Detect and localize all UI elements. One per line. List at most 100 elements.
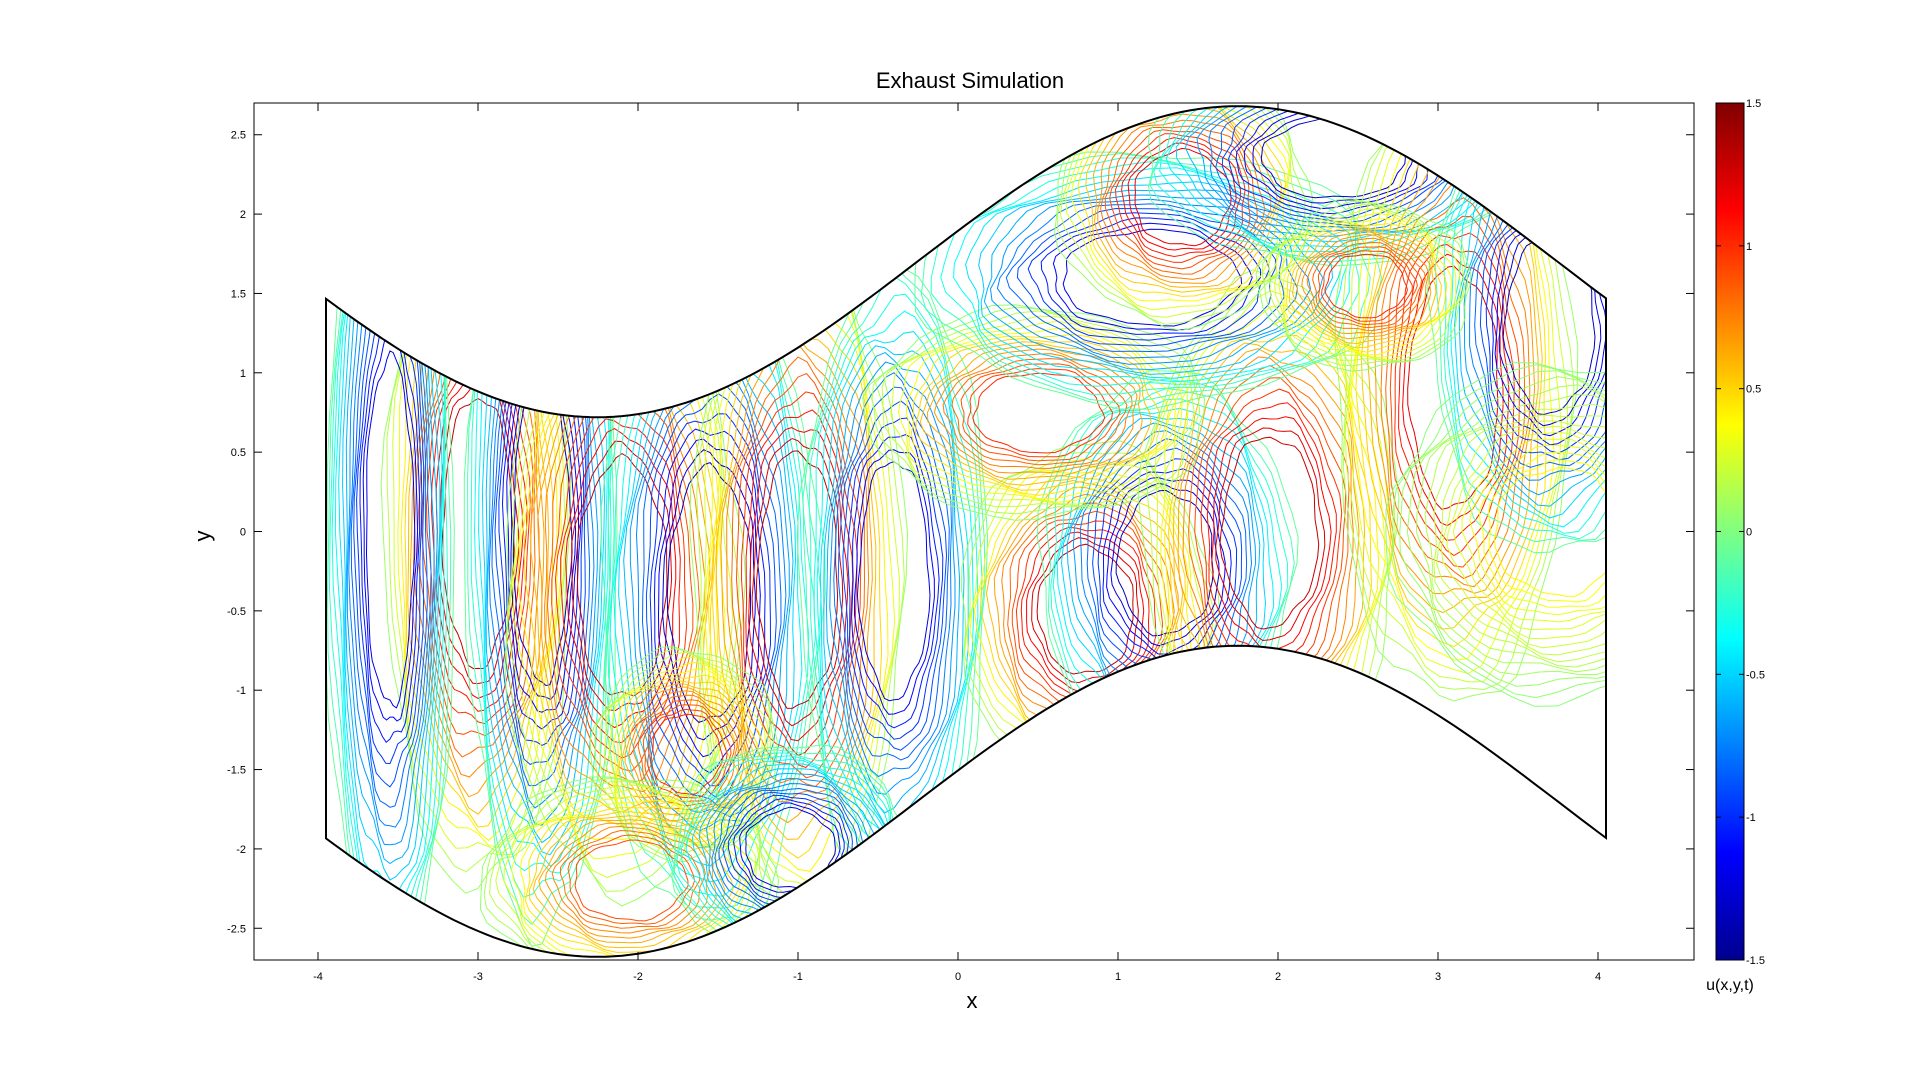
contour-line bbox=[829, 361, 956, 795]
contour-line bbox=[920, 153, 1371, 404]
y-tick-label: -2.5 bbox=[227, 923, 246, 935]
contour-line bbox=[538, 819, 717, 944]
contour-line bbox=[1027, 212, 1270, 341]
contour-line bbox=[624, 686, 745, 822]
plot-area bbox=[253, 102, 1695, 961]
contour-line bbox=[1385, 362, 1606, 707]
contour-line bbox=[853, 449, 935, 715]
contour-line bbox=[1321, 250, 1413, 322]
contour-line bbox=[1446, 425, 1606, 640]
contour-line bbox=[544, 822, 710, 939]
colorbar-tick-label: -1.5 bbox=[1746, 955, 1765, 967]
contour-line bbox=[1440, 420, 1606, 649]
contour-line bbox=[1184, 106, 1482, 237]
contour-line bbox=[960, 363, 1121, 462]
x-tick-label: 3 bbox=[1435, 971, 1441, 983]
contour-line bbox=[989, 194, 1312, 365]
contour-line bbox=[1097, 113, 1272, 284]
exhaust-domain-outline bbox=[325, 105, 1607, 958]
contour-line bbox=[930, 157, 1360, 396]
contour-line bbox=[1153, 106, 1515, 258]
contour-line bbox=[599, 651, 772, 850]
y-tick-label: 0 bbox=[240, 527, 246, 539]
x-tick-label: 2 bbox=[1275, 971, 1281, 983]
contour-line bbox=[1100, 119, 1266, 280]
y-tick-label: -0.5 bbox=[227, 606, 246, 618]
contour-line bbox=[1127, 142, 1237, 251]
contour-line bbox=[967, 368, 1114, 458]
contour-line bbox=[1452, 431, 1606, 631]
contour-line bbox=[1424, 393, 1606, 668]
y-tick-label: 2 bbox=[240, 209, 246, 221]
contour-line bbox=[862, 304, 1206, 521]
contour-line bbox=[1493, 467, 1606, 597]
y-tick-label: 1 bbox=[240, 368, 246, 380]
contour-line bbox=[1040, 217, 1262, 335]
colorbar-ticks: 1.5 1 0.5 0 -0.5 -1 -1.5 bbox=[1716, 98, 1765, 967]
contour-line bbox=[1057, 106, 1306, 325]
contour-line bbox=[620, 683, 750, 828]
contour-line bbox=[1433, 403, 1606, 663]
contour-line bbox=[823, 345, 965, 829]
contour-line bbox=[1278, 212, 1457, 359]
contour-line bbox=[1219, 436, 1320, 630]
contour-line bbox=[1036, 543, 1134, 675]
contour-line bbox=[1487, 459, 1606, 603]
contour-line bbox=[1380, 181, 1531, 588]
contour-line bbox=[715, 322, 877, 840]
contour-line bbox=[897, 320, 1183, 503]
contour-line bbox=[1306, 237, 1426, 332]
contour-feature bbox=[914, 151, 1382, 410]
contour-line bbox=[1211, 416, 1332, 652]
contour-line bbox=[1005, 203, 1285, 353]
contour-line bbox=[837, 386, 950, 761]
contour-line bbox=[926, 344, 1143, 480]
x-axis-label: x bbox=[967, 988, 978, 1013]
contour-line bbox=[1261, 200, 1469, 367]
contour-line bbox=[1301, 233, 1429, 335]
y-tick-label: 1.5 bbox=[231, 288, 246, 300]
y-tick-label: -2 bbox=[236, 844, 246, 856]
contour-line bbox=[489, 781, 764, 957]
contour-line bbox=[1052, 222, 1253, 331]
contour-line bbox=[1398, 243, 1510, 541]
contour-line bbox=[1296, 230, 1432, 340]
y-axis-ticks: 2.5 2 1.5 1 0.5 0 -0.5 -1 -1.5 -2 -2.5 bbox=[227, 130, 1694, 935]
contour-line bbox=[1268, 203, 1466, 362]
contour-line bbox=[726, 343, 870, 803]
contour-feature bbox=[1255, 198, 1472, 372]
contour-feature bbox=[796, 251, 989, 896]
contour-feature bbox=[862, 304, 1206, 521]
contour-line bbox=[1394, 232, 1515, 557]
contour-line bbox=[1134, 147, 1232, 247]
contour-line bbox=[1391, 364, 1606, 699]
chart-title: Exhaust Simulation bbox=[876, 68, 1064, 93]
contour-line bbox=[1399, 370, 1606, 687]
contour-line bbox=[1121, 137, 1242, 258]
contour-line bbox=[618, 679, 755, 832]
contour-line bbox=[1110, 482, 1220, 647]
contour-line bbox=[1436, 414, 1606, 656]
colorbar: 1.5 1 0.5 0 -0.5 -1 -1.5 u(x,y,t) bbox=[1706, 98, 1765, 994]
contour-line bbox=[1206, 402, 1337, 662]
contour-line bbox=[914, 151, 1382, 410]
contour-line bbox=[890, 315, 1189, 505]
contour-line bbox=[551, 825, 706, 934]
contour-line bbox=[707, 301, 889, 872]
contour-line bbox=[825, 352, 961, 814]
colorbar-tick-label: 0.5 bbox=[1746, 384, 1761, 396]
contour-line bbox=[1255, 198, 1472, 372]
contour-line bbox=[748, 427, 849, 742]
contour-line bbox=[1109, 129, 1251, 270]
contour-line bbox=[1461, 438, 1606, 623]
contour-line bbox=[528, 811, 734, 953]
contour-line bbox=[1324, 253, 1408, 319]
contour-line bbox=[1065, 106, 1292, 311]
x-axis-ticks: -4 -3 -2 -1 0 1 2 3 4 bbox=[313, 103, 1601, 983]
contour-line bbox=[842, 400, 948, 751]
y-tick-label: -1.5 bbox=[227, 765, 246, 777]
y-tick-label: 0.5 bbox=[231, 447, 246, 459]
contour-line bbox=[616, 674, 759, 837]
contour-line bbox=[657, 438, 761, 758]
x-tick-label: 1 bbox=[1115, 971, 1121, 983]
